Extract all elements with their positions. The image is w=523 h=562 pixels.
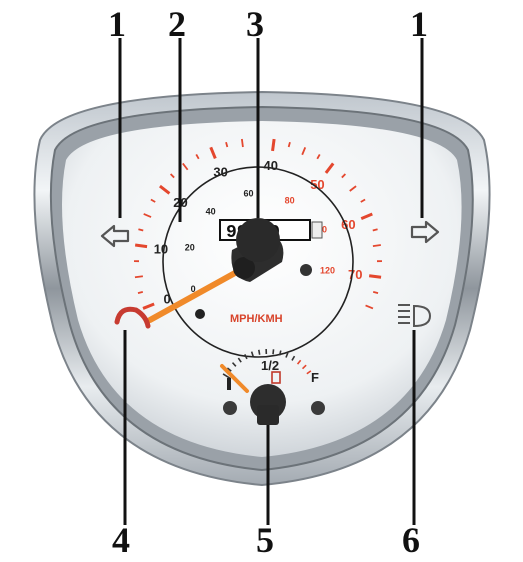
kmh-tick-label: 40 (206, 206, 216, 216)
callout-3: 3 (246, 6, 264, 42)
kmh-tick-label: 20 (185, 243, 195, 253)
kmh-tick-label: 80 (285, 196, 295, 206)
callout-1-left: 1 (108, 6, 126, 42)
kmh-tick-label: 60 (243, 189, 253, 199)
mph-tick (138, 292, 143, 293)
mph-tick (135, 245, 147, 247)
mph-tick (289, 142, 290, 147)
fuel-empty-stop (227, 378, 231, 390)
mph-tick (242, 139, 243, 147)
mph-tick (369, 276, 381, 277)
callout-1-right: 1 (410, 6, 428, 42)
mph-tick-label: 0 (164, 292, 171, 307)
fuel-tick (273, 349, 274, 354)
mph-tick-label: 70 (348, 267, 362, 282)
mount-screw-left (223, 401, 237, 415)
callout-6: 6 (402, 522, 420, 558)
reset-knob (300, 264, 312, 276)
kmh-tick-label: 120 (320, 266, 335, 276)
mph-tick (138, 229, 143, 230)
mph-tick (373, 229, 378, 230)
units-label: MPH/KMH (230, 313, 283, 325)
mph-tick (373, 245, 381, 246)
mph-tick-label: 10 (154, 242, 168, 257)
mount-screw-right (311, 401, 325, 415)
fuel-tick (259, 350, 260, 355)
callout-4: 4 (112, 522, 130, 558)
mph-tick (273, 139, 275, 151)
callout-2: 2 (168, 6, 186, 42)
mph-tick (226, 142, 227, 147)
mph-tick-label: 40 (264, 158, 278, 173)
needle-stop (195, 309, 205, 319)
fuel-full-label: F (311, 370, 319, 385)
fuel-half-label: 1/2 (261, 358, 279, 373)
mph-tick (373, 292, 378, 293)
mph-tick (135, 276, 143, 277)
callout-5: 5 (256, 522, 274, 558)
